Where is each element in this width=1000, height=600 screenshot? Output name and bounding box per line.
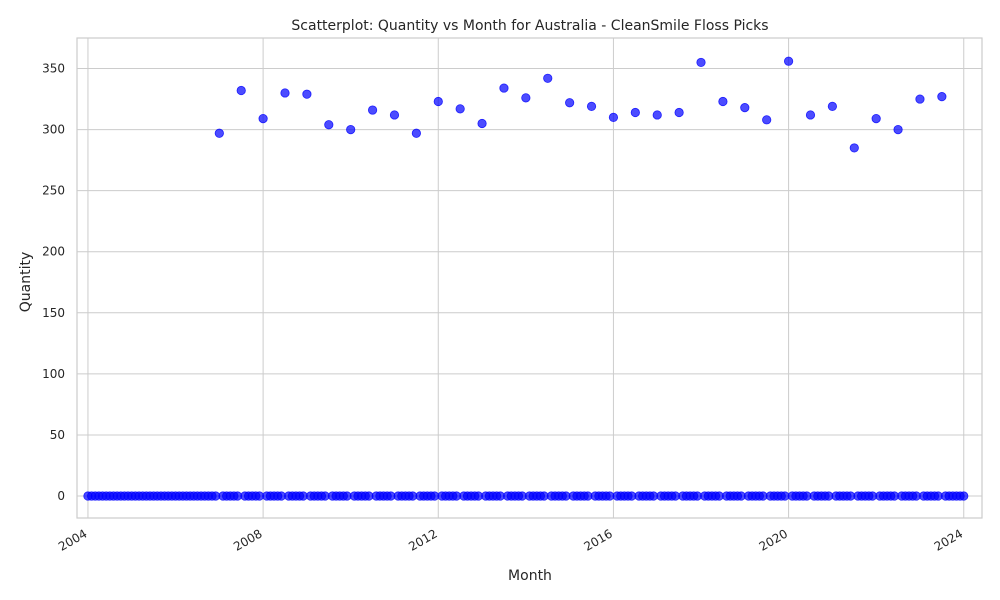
data-point	[214, 128, 224, 138]
y-tick-label: 350	[42, 62, 65, 76]
y-axis-label: Quantity	[18, 252, 34, 313]
data-point	[346, 125, 356, 135]
data-point	[433, 96, 443, 107]
data-point	[324, 120, 334, 130]
data-point	[915, 94, 925, 104]
data-point	[959, 491, 969, 501]
data-point	[521, 93, 531, 103]
data-point	[367, 105, 378, 115]
data-point	[499, 83, 509, 93]
data-point	[805, 110, 816, 120]
data-point	[280, 88, 290, 98]
y-tick-label: 300	[42, 123, 65, 137]
data-point	[893, 125, 903, 135]
x-tick-label: 2012	[406, 526, 439, 553]
y-tick-label: 0	[57, 489, 65, 503]
data-point	[389, 110, 400, 120]
data-point	[740, 103, 750, 113]
data-points	[83, 56, 969, 501]
x-tick-label: 2024	[932, 526, 965, 553]
data-point	[586, 101, 597, 111]
data-point	[827, 101, 837, 111]
plot-border	[76, 37, 983, 519]
data-point	[608, 112, 619, 122]
data-point	[849, 143, 859, 153]
x-tick-label: 2016	[581, 526, 614, 553]
x-axis: 2004 2008 2012 2016 2020 2024	[56, 526, 965, 553]
data-point	[236, 85, 246, 96]
y-tick-label: 150	[42, 306, 65, 320]
y-tick-label: 100	[42, 367, 65, 381]
data-point	[871, 114, 881, 124]
plot-frame	[76, 37, 983, 519]
plot-area	[77, 38, 982, 518]
data-point	[652, 110, 662, 120]
data-point	[455, 104, 465, 114]
data-point	[937, 92, 947, 102]
y-tick-label: 50	[50, 428, 65, 442]
y-tick-label: 200	[42, 245, 65, 259]
data-point	[302, 89, 312, 99]
data-point	[762, 115, 772, 125]
chart-title: Scatterplot: Quantity vs Month for Austr…	[291, 18, 768, 34]
x-tick-label: 2008	[231, 526, 264, 553]
data-point	[718, 96, 728, 107]
x-axis-label: Month	[508, 568, 552, 584]
data-point	[696, 57, 706, 68]
data-point	[411, 128, 421, 138]
x-tick-label: 2004	[56, 526, 89, 553]
y-tick-label: 250	[42, 184, 65, 198]
data-point	[258, 114, 268, 124]
x-tick-label: 2020	[757, 526, 790, 553]
data-point	[674, 107, 684, 118]
data-point	[783, 56, 794, 66]
plot-background	[77, 38, 982, 518]
data-point	[477, 118, 487, 129]
y-axis: 0 50 100 150 200 250 300 350	[42, 62, 65, 503]
data-point	[630, 107, 640, 118]
data-point	[543, 73, 553, 83]
data-point	[565, 98, 575, 108]
